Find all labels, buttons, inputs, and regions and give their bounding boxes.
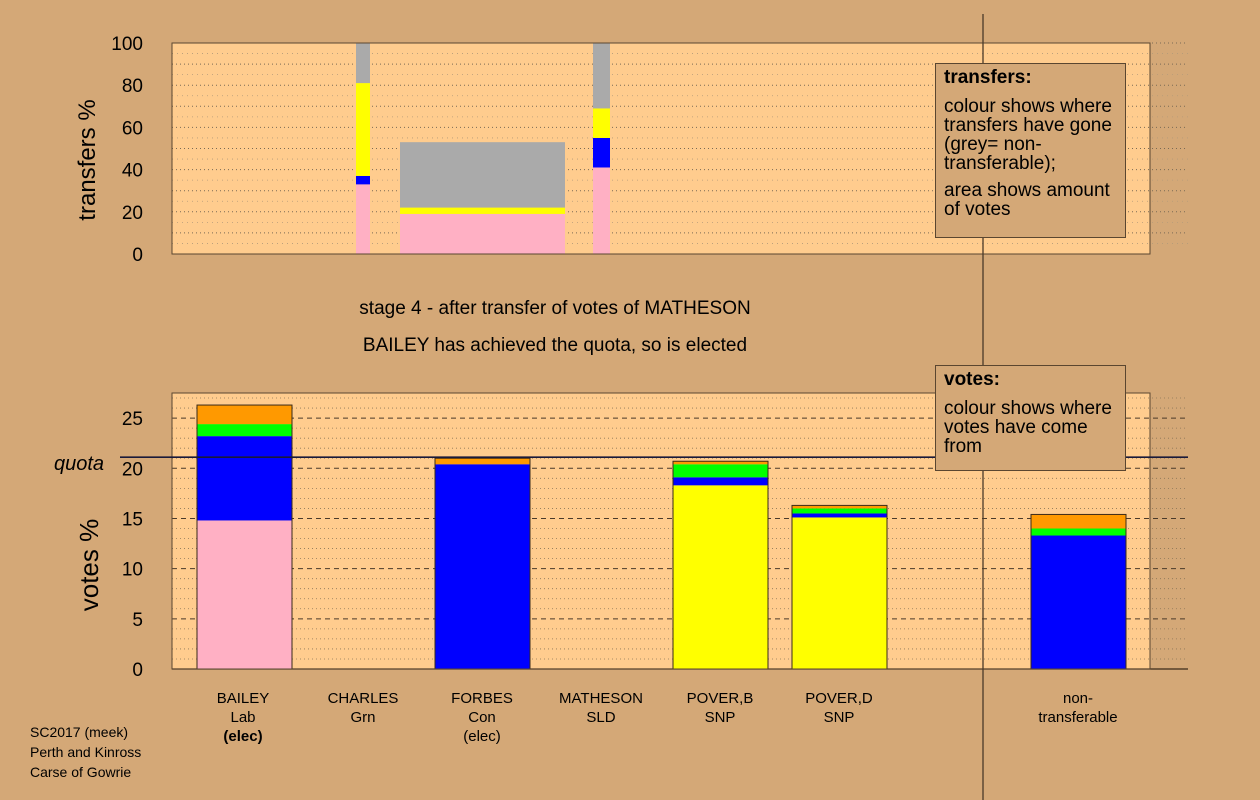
quota-label: quota xyxy=(54,453,104,475)
candidate-label-matheson: MATHESON SLD xyxy=(536,689,666,727)
vote-segment xyxy=(792,505,887,509)
votes-legend: votes: colour shows where votes have com… xyxy=(935,365,1126,471)
transfer-segment xyxy=(593,108,610,138)
candidate-party: SLD xyxy=(586,709,616,726)
y-tick-label: 25 xyxy=(122,409,143,430)
vote-segment xyxy=(1031,535,1126,669)
transfers-legend-text: colour shows where transfers have gone (… xyxy=(944,96,1112,174)
transfer-segment xyxy=(356,43,370,84)
vote-segment xyxy=(435,458,530,465)
y-tick-label: 20 xyxy=(122,203,143,224)
vote-segment xyxy=(1031,528,1126,536)
transfer-segment xyxy=(400,207,565,214)
candidate-party: SNP xyxy=(704,709,736,726)
vote-bar xyxy=(196,404,293,670)
y-tick-label: 100 xyxy=(111,34,143,55)
footer-info: SC2017 (meek) Perth and Kinross Carse of… xyxy=(30,722,141,782)
vote-segment xyxy=(197,520,292,669)
y-tick-label: 0 xyxy=(132,245,143,266)
plot-border xyxy=(171,42,1151,255)
y-tick-label: 0 xyxy=(132,660,143,681)
candidate-label-charles: CHARLES Grn xyxy=(298,689,428,727)
transfers-legend-text-2: area shows amount of votes xyxy=(944,180,1110,220)
transfer-bar xyxy=(400,142,565,254)
footer-line: Perth and Kinross xyxy=(30,744,142,760)
y-tick-label: 15 xyxy=(122,509,143,530)
y-tick-label: 80 xyxy=(122,76,143,97)
vote-segment xyxy=(792,508,887,514)
transfer-segment xyxy=(356,83,370,176)
candidate-name: MATHESON xyxy=(559,690,643,707)
candidate-status: (elec) xyxy=(223,728,263,745)
candidate-status: (elec) xyxy=(463,728,501,745)
vote-segment xyxy=(673,477,768,486)
transfers-ylabel: transfers % xyxy=(74,99,101,220)
vote-segment xyxy=(792,517,887,669)
footer-line: SC2017 (meek) xyxy=(30,724,129,740)
transfer-segment xyxy=(400,142,565,208)
y-tick-label: 20 xyxy=(122,459,143,480)
vote-segment xyxy=(197,405,292,425)
footer-line: Carse of Gowrie xyxy=(30,764,132,780)
candidate-party: Con xyxy=(468,709,496,726)
candidate-name: POVER,D xyxy=(805,690,873,707)
transfer-bar xyxy=(356,43,370,254)
candidate-name: POVER,B xyxy=(686,690,754,707)
y-tick-label: 5 xyxy=(132,610,143,631)
vote-bar xyxy=(1030,513,1127,670)
stage-subtitle: BAILEY has achieved the quota, so is ele… xyxy=(362,335,748,356)
candidate-label-bailey: BAILEY Lab (elec) xyxy=(178,689,308,746)
vote-segment xyxy=(197,436,292,521)
votes-legend-title: votes: xyxy=(944,369,1000,390)
candidate-label-forbes: FORBES Con (elec) xyxy=(417,689,547,746)
candidate-name: FORBES xyxy=(451,690,513,707)
transfer-segment xyxy=(593,137,610,168)
transfer-segment xyxy=(593,43,610,109)
vote-segment xyxy=(435,464,530,669)
candidate-label-pover-d: POVER,D SNP xyxy=(774,689,904,727)
vote-segment xyxy=(792,513,887,518)
votes-ylabel: votes % xyxy=(74,519,104,612)
candidate-name: BAILEY xyxy=(216,690,270,707)
vote-segment xyxy=(673,485,768,669)
vote-bar xyxy=(672,460,769,670)
votes-legend-text: colour shows where votes have come from xyxy=(944,398,1112,457)
candidate-label-nontransferable: non- transferable xyxy=(1013,689,1143,727)
transfer-bar xyxy=(593,43,610,254)
transfers-legend-title: transfers: xyxy=(944,67,1032,88)
candidate-party: Grn xyxy=(350,709,376,726)
vote-segment xyxy=(197,424,292,437)
candidate-label-pover-b: POVER,B SNP xyxy=(655,689,785,727)
y-tick-label: 10 xyxy=(122,560,143,581)
candidate-party: transferable xyxy=(1038,709,1118,726)
plot-border xyxy=(171,392,1151,670)
candidate-name: CHARLES xyxy=(327,690,399,707)
vote-segment xyxy=(673,464,768,478)
candidate-name: non- xyxy=(1062,690,1094,707)
y-tick-label: 40 xyxy=(122,161,143,182)
transfer-segment xyxy=(400,213,565,254)
transfer-segment xyxy=(593,167,610,254)
stage-title: stage 4 - after transfer of votes of MAT… xyxy=(359,298,751,319)
vote-bar xyxy=(791,504,888,670)
candidate-party: SNP xyxy=(823,709,855,726)
transfer-segment xyxy=(356,175,370,185)
vote-segment xyxy=(1031,514,1126,529)
vote-segment xyxy=(673,461,768,465)
y-tick-label: 60 xyxy=(122,118,143,139)
candidate-party: Lab xyxy=(230,709,256,726)
transfers-legend: transfers: colour shows where transfers … xyxy=(935,63,1126,238)
vote-bar xyxy=(434,457,531,670)
transfer-segment xyxy=(356,184,370,254)
